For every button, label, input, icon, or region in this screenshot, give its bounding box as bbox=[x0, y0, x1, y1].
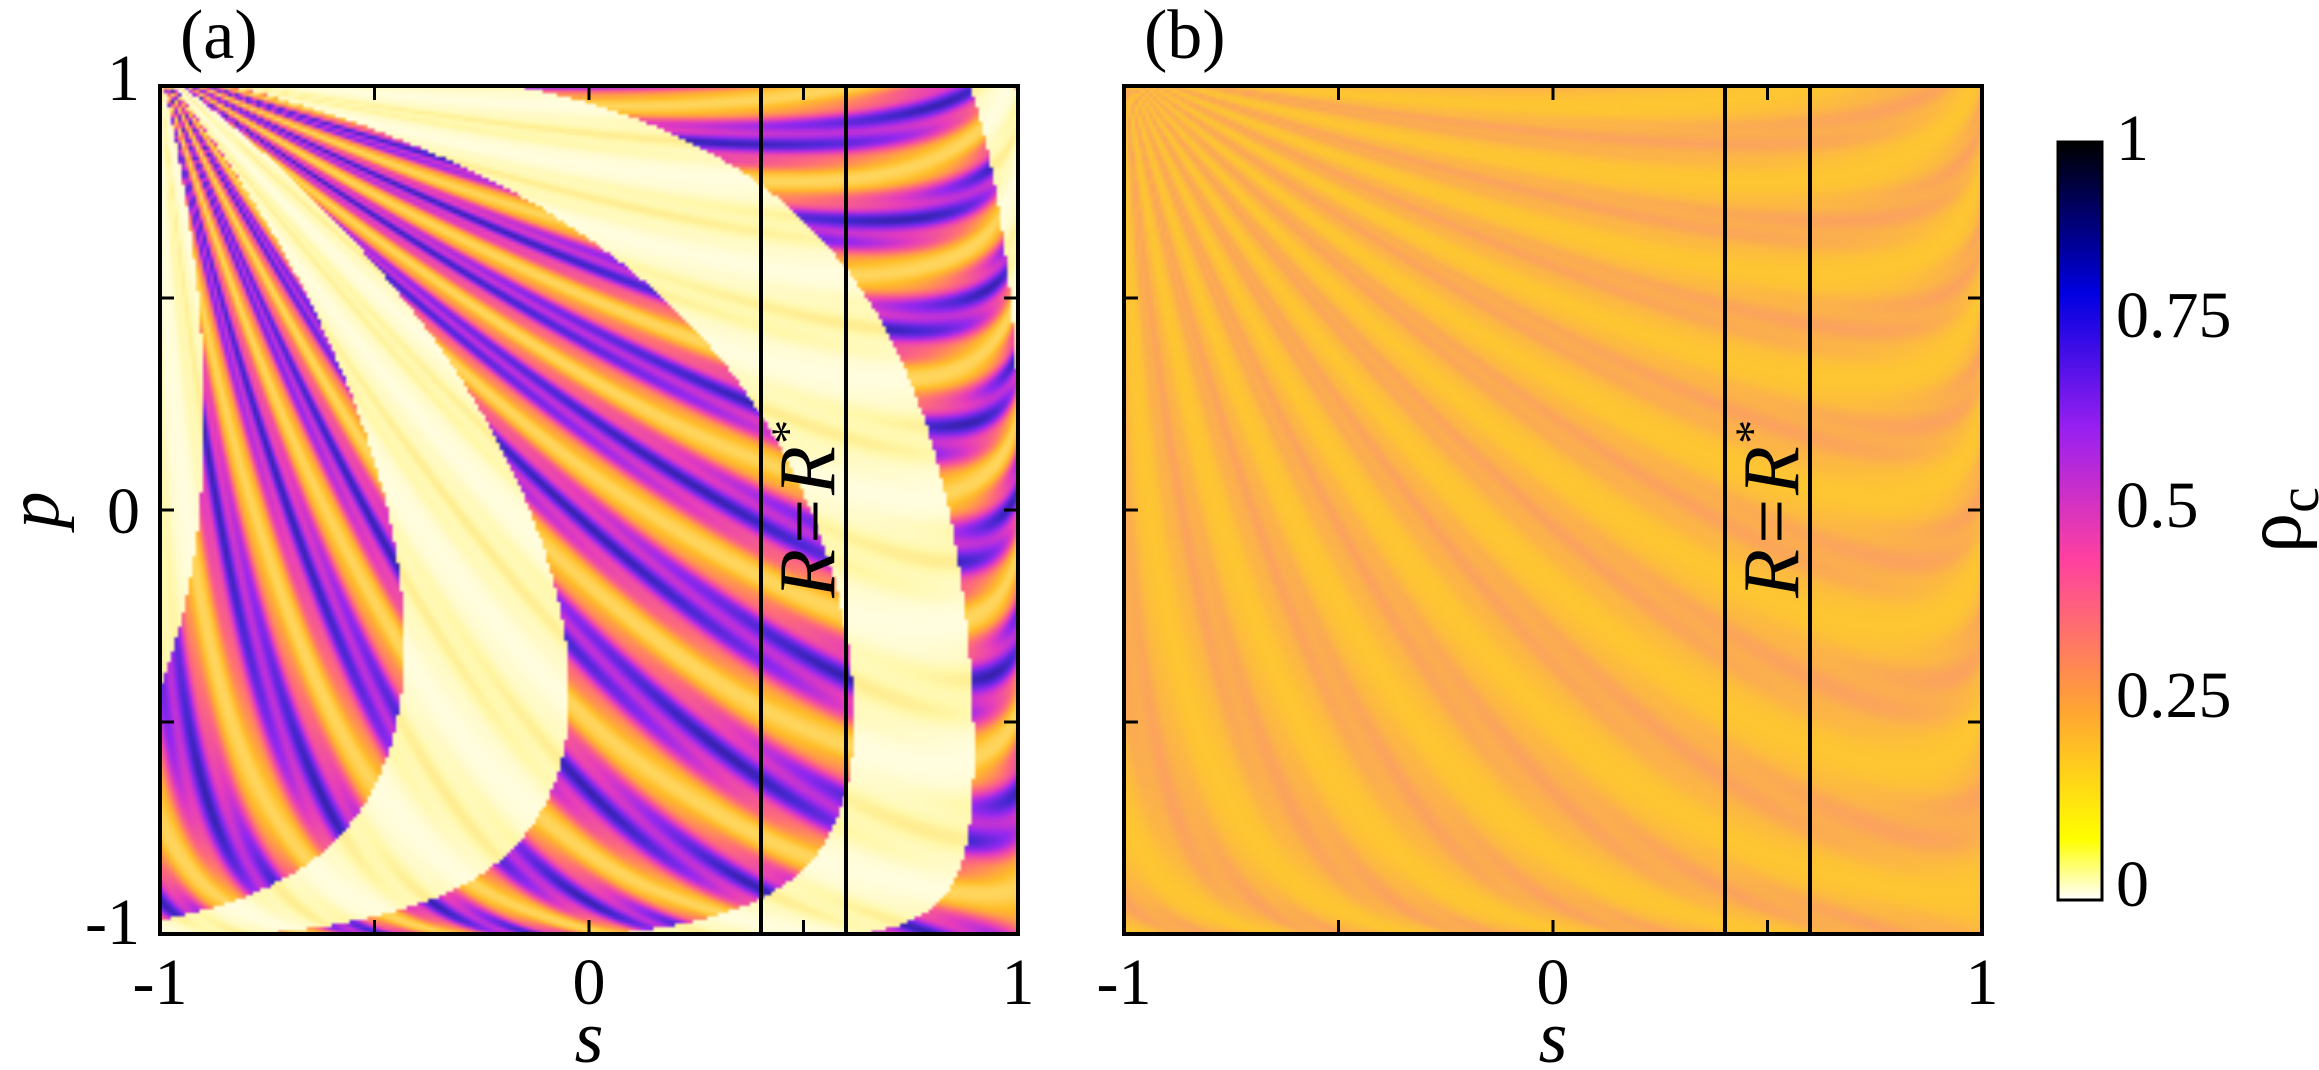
y-tick-label-a-bottom: -1 bbox=[85, 886, 140, 959]
region-box-b bbox=[1723, 84, 1812, 936]
heatmap-a bbox=[160, 86, 1018, 934]
panel-label-a: (a) bbox=[180, 0, 258, 74]
x-tick-label-a-left: -1 bbox=[133, 946, 188, 1019]
colorbar-tick-label-0.5: 0.5 bbox=[2116, 469, 2199, 542]
region-label-b: R=R* bbox=[1726, 422, 1816, 599]
heatmap-image bbox=[160, 86, 1018, 934]
y-axis-title-a: p bbox=[0, 492, 75, 534]
y-tick-label-a-top: 1 bbox=[107, 42, 140, 115]
x-tick-label-a-mid: 0 bbox=[573, 946, 606, 1019]
colorbar: 1 0.75 0.5 0.25 0 ρc bbox=[2056, 102, 2319, 921]
panel-b: R=R* (b) s -1 0 1 bbox=[1097, 0, 1999, 1070]
panel-a: R=R* (a) p s 1 0 -1 -1 0 1 bbox=[0, 0, 1035, 1070]
x-tick-label-b-right: 1 bbox=[1966, 946, 1999, 1019]
colorbar-title: ρc bbox=[2230, 487, 2319, 553]
x-tick-label-b-mid: 0 bbox=[1537, 946, 1570, 1019]
colorbar-tick-label-0: 0 bbox=[2116, 848, 2149, 921]
heatmap-image bbox=[1124, 86, 1982, 934]
colorbar-gradient bbox=[2056, 140, 2104, 902]
region-label-a: R=R* bbox=[762, 422, 852, 599]
tick-marks-b bbox=[1122, 84, 1984, 936]
y-tick-label-a-mid: 0 bbox=[107, 475, 140, 548]
panel-label-b: (b) bbox=[1144, 0, 1226, 74]
x-axis-title-a: s bbox=[575, 997, 604, 1070]
heatmap-b bbox=[1124, 86, 1982, 934]
colorbar-tick-label-1: 1 bbox=[2116, 102, 2149, 175]
region-box-a bbox=[759, 84, 848, 936]
x-tick-label-a-right: 1 bbox=[1002, 946, 1035, 1019]
colorbar-tick-label-0.25: 0.25 bbox=[2116, 659, 2232, 732]
x-axis-title-b: s bbox=[1539, 997, 1568, 1070]
x-tick-label-b-left: -1 bbox=[1097, 946, 1152, 1019]
tick-marks-a bbox=[158, 84, 1020, 936]
colorbar-tick-label-0.75: 0.75 bbox=[2116, 279, 2232, 352]
